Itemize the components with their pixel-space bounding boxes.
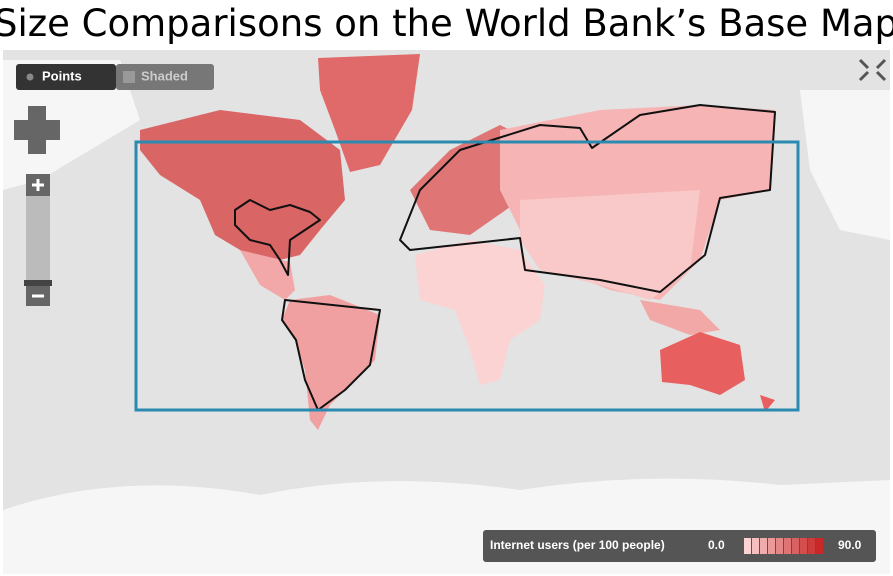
legend-swatch [768, 538, 775, 554]
legend-max: 90.0 [838, 538, 862, 552]
pan-control[interactable] [14, 106, 60, 154]
fullscreen-button[interactable] [858, 58, 887, 82]
land [660, 332, 745, 395]
land [282, 295, 380, 430]
outline [399, 104, 776, 293]
legend-swatch [752, 538, 759, 554]
legend-swatch [792, 538, 799, 554]
land [415, 240, 545, 385]
legend-min: 0.0 [708, 538, 725, 552]
legend-label: Internet users (per 100 people) [490, 538, 665, 552]
outline [234, 199, 321, 276]
shaded-icon [123, 71, 135, 83]
legend-swatch [776, 538, 783, 554]
legend-swatch [744, 538, 751, 554]
radio-icon [26, 73, 34, 81]
land [760, 395, 775, 412]
points-label: Points [42, 68, 82, 83]
shaded-label: Shaded [141, 68, 188, 83]
shaded-button[interactable] [116, 64, 214, 90]
legend-swatch [816, 538, 823, 554]
plus-icon [32, 179, 44, 191]
comparison-box [134, 140, 800, 412]
legend-swatch [800, 538, 807, 554]
legend-scale [744, 538, 823, 554]
land [640, 300, 720, 335]
land [800, 90, 890, 240]
page-title: Size Comparisons on the World Bank’s Bas… [0, 2, 893, 45]
legend-swatch [760, 538, 767, 554]
land [520, 190, 700, 300]
land [140, 110, 345, 270]
points-button[interactable] [16, 64, 116, 90]
legend-swatch [784, 538, 791, 554]
zoom-handle[interactable] [24, 280, 52, 286]
legend-swatch [808, 538, 815, 554]
map[interactable] [3, 50, 890, 574]
land [3, 60, 140, 190]
